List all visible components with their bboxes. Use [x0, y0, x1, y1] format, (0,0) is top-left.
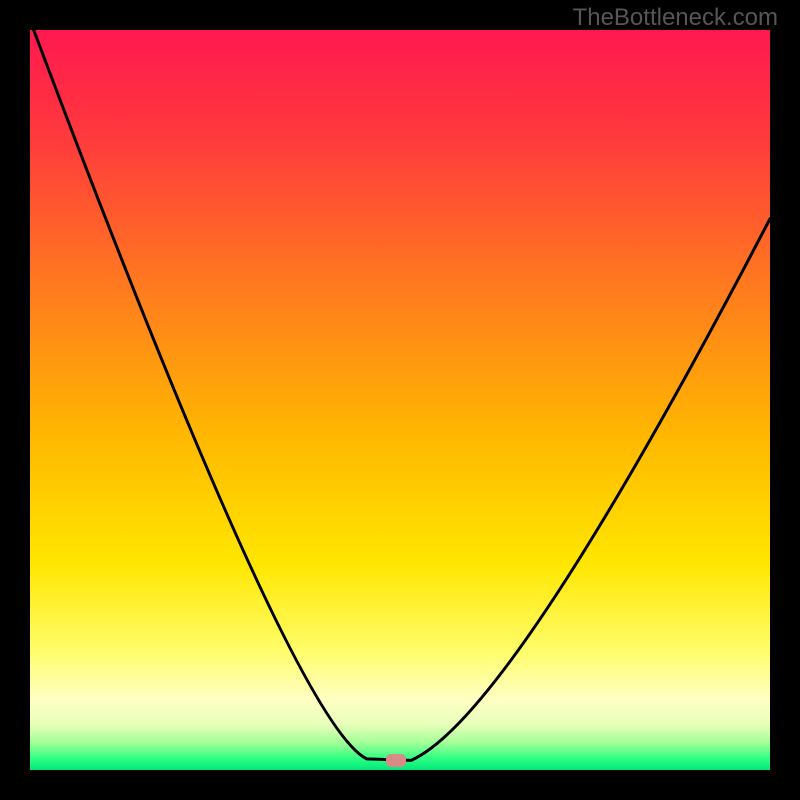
optimum-marker [386, 754, 406, 767]
watermark-text: TheBottleneck.com [573, 4, 778, 32]
plot-area [30, 30, 770, 770]
chart-container: TheBottleneck.com [0, 0, 800, 800]
bottleneck-curve [30, 30, 770, 770]
